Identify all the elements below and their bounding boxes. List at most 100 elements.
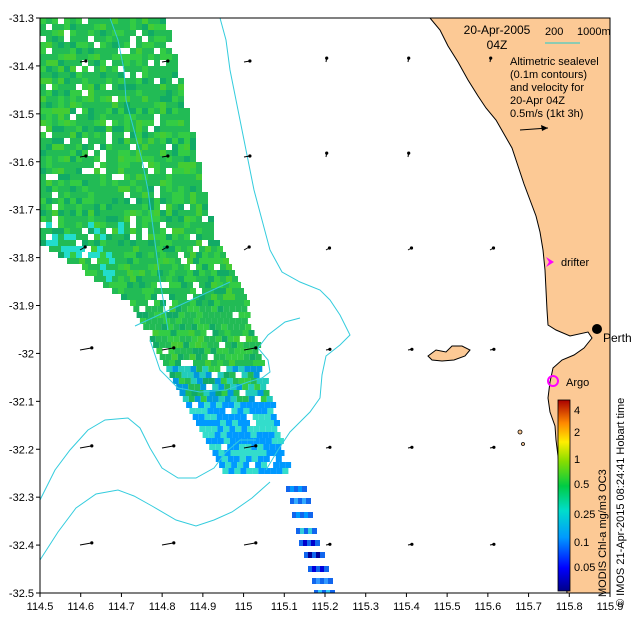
swath-pixel <box>142 144 148 150</box>
swath-pixel <box>245 456 252 462</box>
swath-pixel <box>52 18 58 24</box>
swath-pixel <box>94 138 100 144</box>
swath-pixel <box>58 90 64 96</box>
swath-pixel <box>94 132 100 138</box>
swath-pixel <box>246 402 253 408</box>
swath-pixel <box>235 294 241 300</box>
swath-pixel <box>172 132 178 138</box>
swath-pixel <box>193 318 200 324</box>
swath-pixel <box>46 138 52 144</box>
swath-pixel <box>211 426 218 432</box>
swath-pixel <box>88 216 94 222</box>
swath-pixel <box>100 42 106 48</box>
swath-pixel <box>194 396 201 402</box>
swath-pixel <box>64 216 70 222</box>
swath-pixel <box>166 150 172 156</box>
swath-pixel <box>94 24 100 30</box>
swath-pixel <box>148 72 154 78</box>
swath-pixel <box>220 312 227 318</box>
swath-pixel <box>118 114 124 120</box>
swath-pixel <box>157 258 163 264</box>
swath-pixel <box>171 354 178 360</box>
swath-pixel <box>175 246 181 252</box>
swath-pixel <box>100 114 106 120</box>
swath-pixel <box>195 354 202 360</box>
swath-pixel <box>76 156 82 162</box>
swath-pixel <box>211 306 218 312</box>
swath-pixel <box>203 390 210 396</box>
swath-pixel <box>64 222 70 228</box>
swath-pixel <box>257 390 264 396</box>
swath-pixel <box>82 180 88 186</box>
swath-pixel <box>130 150 136 156</box>
swath-pixel <box>189 354 196 360</box>
swath-pixel <box>197 324 204 330</box>
swath-pixel <box>181 294 187 300</box>
swath-pixel <box>302 498 307 504</box>
swath-pixel <box>155 336 162 342</box>
swath-pixel <box>160 30 166 36</box>
swath-pixel <box>52 24 58 30</box>
swath-pixel <box>235 426 242 432</box>
swath-pixel <box>106 18 112 24</box>
swath-pixel <box>205 306 212 312</box>
swath-pixel <box>220 420 226 426</box>
swath-pixel <box>76 144 82 150</box>
swath-pixel <box>175 318 182 324</box>
swath-pixel <box>76 138 82 144</box>
x-tick-label: 115.4 <box>393 601 420 613</box>
swath-pixel <box>118 108 124 114</box>
swath-pixel <box>154 84 160 90</box>
swath-pixel <box>148 264 154 270</box>
swath-pixel <box>231 354 238 360</box>
swath-pixel <box>46 210 52 216</box>
swath-pixel <box>106 66 112 72</box>
swath-pixel <box>229 426 236 432</box>
swath-pixel <box>52 138 58 144</box>
swath-pixel <box>211 318 218 324</box>
velocity-arrow <box>161 445 174 449</box>
swath-pixel <box>103 282 109 288</box>
swath-pixel <box>136 60 142 66</box>
swath-pixel <box>175 258 181 264</box>
swath-pixel <box>136 174 142 180</box>
swath-pixel <box>64 132 70 138</box>
swath-pixel <box>211 438 218 444</box>
swath-pixel <box>226 300 232 306</box>
swath-pixel <box>118 222 124 228</box>
arrow-head <box>407 151 411 155</box>
x-axis: 114.5 114.6 114.7 114.8 114.9 115 115.1 115.2 11… <box>27 593 623 613</box>
swath-pixel <box>175 282 181 288</box>
swath-pixel <box>178 192 184 198</box>
swath-pixel <box>221 336 228 342</box>
swath-pixel <box>209 390 216 396</box>
swath-pixel <box>106 264 112 270</box>
swath-pixel <box>166 96 172 102</box>
swath-pixel <box>184 126 190 132</box>
swath-pixel <box>94 234 100 240</box>
swath-pixel <box>121 258 127 264</box>
arrow-head <box>83 245 87 249</box>
swath-pixel <box>169 360 175 366</box>
swath-pixel <box>286 486 291 492</box>
swath-pixel <box>298 486 303 492</box>
x-tick-label: 114.7 <box>108 601 135 613</box>
swath-pixel <box>118 24 124 30</box>
colorbar-label: 0.25 <box>574 509 595 521</box>
swath-pixel <box>296 528 301 534</box>
swath-pixel <box>196 192 202 198</box>
swath-pixel <box>88 162 94 168</box>
swath-pixel <box>217 360 223 366</box>
swath-pixel <box>217 306 224 312</box>
swath-pixel <box>202 366 209 372</box>
swath-pixel <box>178 366 185 372</box>
swath-pixel <box>194 384 201 390</box>
swath-pixel <box>142 90 148 96</box>
swath-pixel <box>154 222 160 228</box>
swath-pixel <box>142 150 148 156</box>
swath-pixel <box>130 276 136 282</box>
swath-pixel <box>142 138 148 144</box>
desc-line4: 20-Apr 04Z <box>510 95 565 107</box>
swath-pixel <box>46 240 52 246</box>
swath-pixel <box>160 276 166 282</box>
